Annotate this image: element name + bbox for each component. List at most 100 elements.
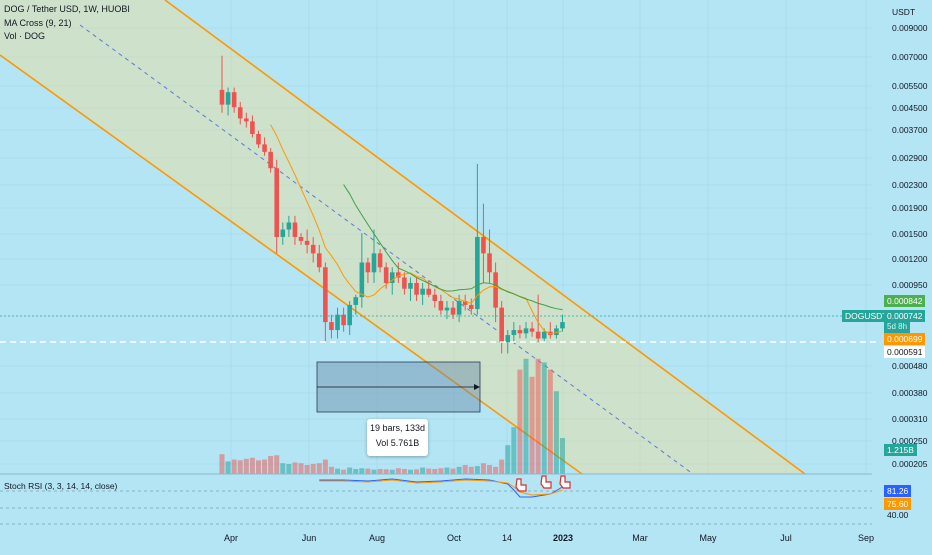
candle-9: [274, 159, 280, 254]
volume-bar-3: [237, 460, 243, 474]
volume-legend[interactable]: Vol · DOG: [4, 31, 46, 41]
candle-body-55: [554, 328, 559, 336]
candle-body-14: [304, 240, 310, 245]
candle-body-9: [274, 168, 280, 237]
volume-bar-37: [444, 467, 450, 474]
volume-bar-8: [268, 456, 274, 474]
price-tick-6: 0.002300: [892, 180, 928, 190]
candle-body-2: [231, 92, 237, 108]
volume-tag: 1.215B: [884, 444, 917, 456]
price-axis[interactable]: 0.009000 0.007000 0.005500 0.004500 0.003700…: [892, 23, 928, 469]
volume-bar-47: [505, 445, 511, 474]
volume-bar-1: [225, 461, 231, 474]
time-tick-5: 2023: [553, 533, 573, 543]
volume-bar-40: [462, 465, 468, 474]
price-tick-0: 0.009000: [892, 23, 928, 33]
candle-15: [310, 236, 316, 263]
candle-36: [438, 294, 444, 315]
candle-3: [237, 102, 243, 125]
candle-29: [396, 262, 401, 283]
volume-bar-13: [298, 463, 304, 474]
volume-bar-24: [365, 468, 371, 474]
candle-body-28: [389, 272, 395, 283]
price-tick-9: 0.001200: [892, 254, 928, 264]
candle-7: [262, 137, 267, 156]
candle-23: [359, 233, 365, 308]
level-price-tag: 0.000591: [884, 346, 926, 358]
volume-bar-2: [231, 459, 237, 474]
candle-body-46: [499, 307, 504, 343]
candle-45: [493, 262, 498, 323]
time-tick-0: Apr: [224, 533, 238, 543]
price-tick-8: 0.001500: [892, 229, 928, 239]
stoch-rsi-k-line: [319, 478, 563, 498]
ma-low-tag: 0.000699: [884, 333, 926, 345]
candle-32: [414, 277, 419, 301]
candle-48: [511, 322, 517, 343]
volume-bar-46: [499, 459, 505, 474]
volume-bar-32: [414, 469, 420, 474]
candle-body-21: [347, 304, 352, 326]
price-tick-14: 0.000250: [892, 436, 928, 446]
volume-bar-22: [353, 468, 359, 474]
volume-bar-6: [255, 460, 261, 474]
volume-bar-56: [559, 438, 565, 474]
candle-body-42: [475, 236, 480, 310]
candle-14: [304, 229, 310, 254]
candle-56: [560, 314, 565, 332]
volume-bar-16: [316, 463, 322, 474]
hand-pointer-icon-1: [540, 475, 552, 489]
candle-body-47: [505, 335, 511, 343]
volume-bar-21: [347, 467, 353, 474]
volume-bar-33: [420, 467, 426, 474]
stoch-rsi-pane: [0, 475, 872, 525]
candle-28: [389, 267, 395, 295]
date-range-measure[interactable]: [316, 361, 481, 413]
candle-body-6: [256, 134, 261, 145]
volume-bar-9: [274, 455, 280, 474]
candle-13: [298, 233, 304, 245]
volume-bar-19: [335, 468, 341, 474]
candle-body-11: [286, 222, 292, 230]
trend-channel-median-line[interactable]: [79, 24, 694, 475]
candle-25: [371, 229, 377, 283]
volume-bar-25: [371, 469, 377, 474]
candle-30: [402, 272, 407, 295]
hand-pointer-icon-2: [559, 475, 571, 489]
price-tick-4: 0.003700: [892, 125, 928, 135]
candle-body-48: [511, 330, 517, 336]
candle-body-31: [408, 282, 413, 289]
volume-bar-26: [377, 468, 383, 474]
candle-31: [408, 277, 413, 301]
ma-cross-legend[interactable]: MA Cross (9, 21): [4, 18, 72, 28]
candle-0: [219, 55, 225, 113]
stoch-rsi-legend[interactable]: Stoch RSI (3, 3, 14, 14, close): [4, 481, 118, 491]
candle-body-5: [250, 121, 255, 134]
ma-slow-line[interactable]: [343, 184, 563, 311]
chart-title-legend[interactable]: DOG / Tether USD, 1W, HUOBI: [4, 4, 130, 14]
time-axis[interactable]: Apr Jun Aug Oct 14 2023 Mar May Jul Sep: [224, 533, 874, 543]
candlestick-series: [219, 55, 565, 354]
price-tick-11: 0.000480: [892, 361, 928, 371]
candle-body-19: [335, 314, 340, 331]
stoch-rsi-d-line: [319, 479, 563, 496]
candle-body-12: [292, 222, 298, 237]
stoch-level-label: 40.00: [887, 510, 909, 520]
candle-body-32: [414, 282, 419, 295]
candle-body-34: [426, 288, 432, 295]
candle-12: [292, 215, 298, 245]
candle-body-51: [529, 328, 535, 332]
volume-bars: [219, 358, 565, 474]
trend-channel-fill: [0, 0, 805, 474]
volume-bar-36: [438, 468, 444, 474]
trend-channel-lower-line[interactable]: [0, 54, 583, 475]
volume-bar-4: [243, 458, 249, 474]
volume-bar-0: [219, 454, 225, 474]
measure-bars-label: 19 bars, 133d: [369, 423, 426, 433]
candle-26: [377, 249, 383, 273]
time-tick-7: May: [699, 533, 717, 543]
price-tick-12: 0.000380: [892, 388, 928, 398]
candle-body-20: [341, 314, 346, 326]
